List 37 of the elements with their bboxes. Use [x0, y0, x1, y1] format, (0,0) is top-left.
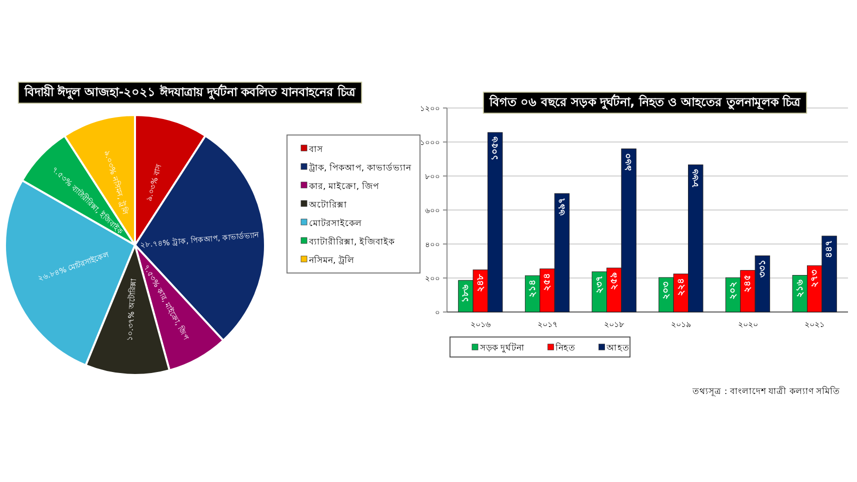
- data-label: ২৪৫: [743, 274, 754, 292]
- x-tick-label: ২০১৭: [537, 320, 558, 329]
- data-label: ৪৪৭: [824, 240, 835, 258]
- x-tick-label: ২০২০: [738, 320, 758, 329]
- legend-label: নসিমন, ট্রলি: [308, 255, 354, 266]
- data-label: ২০৩: [662, 281, 672, 300]
- chart-title: বিগত ০৬ বছরে সড়ক দুর্ঘটনা, নিহত ও আহতের তুলনামূলক চিত্র: [488, 94, 802, 112]
- legend-label: কার, মাইক্রো, জিপ: [308, 181, 380, 192]
- text: তথ্যসূত্র : বাংলাদেশ যাত্রী কল্যাণ সমিতি: [692, 385, 840, 397]
- data-label: ২০২: [728, 282, 739, 300]
- x-tick-label: ২০১৯: [670, 320, 691, 329]
- legend-label: মোটরসাইকেল: [309, 217, 362, 229]
- data-label: ৩৩১: [758, 260, 768, 278]
- data-label: ২৫৯: [610, 272, 620, 290]
- data-label: ২৩৭: [594, 276, 605, 294]
- x-tick-label: ২০১৮: [604, 320, 626, 329]
- chart-title: বিদায়ী ঈদুল আজহা-২০২১ ঈদযাত্রায় দুর্ঘটনা কবলিত যানবাহনের চিত্র: [23, 84, 357, 102]
- legend-label: অটোরিক্সা: [308, 198, 347, 210]
- legend-label: ব্যাটারীরিক্সা, ইজিবাইক: [308, 236, 396, 248]
- data-label: ২৪৮: [476, 274, 486, 292]
- data-label: ২২৪: [676, 278, 686, 296]
- legend-label: নিহত: [554, 342, 576, 354]
- data-label: ৬৯৭: [557, 198, 568, 216]
- data-label: ১০৫৬: [490, 136, 501, 160]
- x-tick-label: ২০২১: [804, 320, 825, 329]
- legend-label: বাস: [308, 145, 324, 155]
- data-label: ২১৬: [795, 279, 806, 298]
- data-label: ৮৬৬: [691, 168, 702, 188]
- data-label: ১৮৬: [461, 284, 472, 302]
- legend-label: আহত: [606, 344, 630, 354]
- data-label: ২৭৩: [810, 270, 820, 288]
- data-label: ২১৪: [528, 280, 538, 298]
- x-tick-label: ২০১৬: [470, 320, 490, 329]
- legend-label: সড়ক দুর্ঘটনা: [479, 342, 525, 354]
- data-label: ২৫৪: [542, 272, 553, 291]
- data-label: ৯৬০: [624, 152, 634, 171]
- legend-label: ট্রাক, পিকআপ, কাভার্ডভ্যান: [308, 162, 412, 174]
